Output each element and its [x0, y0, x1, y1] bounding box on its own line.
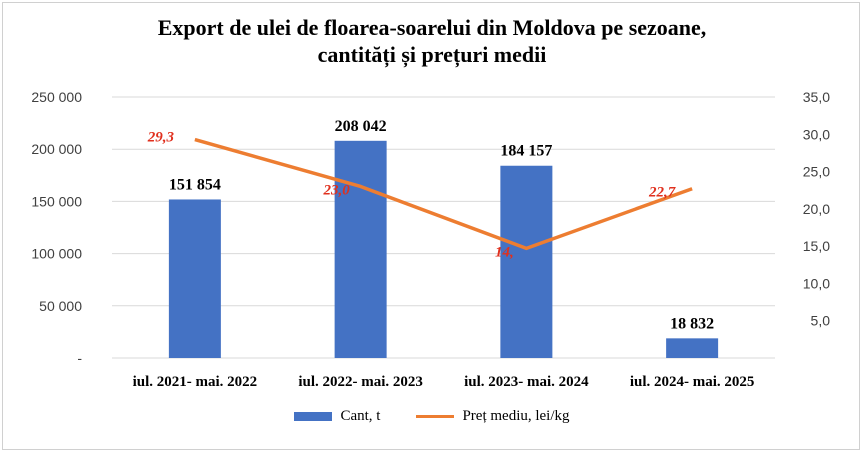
x-category-label: iul. 2024- mai. 2025 [630, 374, 755, 390]
chart-legend: Cant, t Preț mediu, lei/kg [0, 408, 864, 425]
y-right-tick-label: 15,0 [803, 238, 830, 254]
bar-data-label: 18 832 [670, 315, 714, 332]
x-category-label: iul. 2022- mai. 2023 [298, 374, 423, 390]
price-line [194, 137, 693, 251]
bar-data-label: 151 854 [169, 176, 221, 193]
y-left-tick-label: 50 000 [39, 298, 82, 314]
price-data-label: 14, [495, 244, 514, 260]
y-right-tick-label: 5,0 [811, 313, 831, 329]
y-right-tick-label: 20,0 [803, 201, 830, 217]
legend-label-bar: Cant, t [340, 408, 381, 424]
x-category-label: iul. 2021- mai. 2022 [133, 374, 258, 390]
price-data-label: 22,7 [648, 185, 676, 201]
bar [168, 199, 221, 358]
legend-swatch-line [416, 415, 455, 418]
chart-title-line-2: cantități și prețuri medii [317, 42, 547, 67]
x-category-label: iul. 2023- mai. 2024 [464, 374, 589, 390]
bar [334, 140, 387, 358]
y-right-tick-label: 25,0 [803, 164, 830, 180]
y-left-tick-label: - [77, 350, 82, 366]
y-left-tick-label: 250 000 [31, 89, 82, 105]
y-left-tick-label: 100 000 [31, 246, 82, 262]
y-right-tick-label: 35,0 [803, 89, 830, 105]
price-data-label: 23,0 [323, 182, 351, 198]
chart-frame [2, 2, 860, 450]
y-left-tick-label: 200 000 [31, 141, 82, 157]
legend-label-line: Preț mediu, lei/kg [462, 408, 570, 424]
bar-data-label: 208 042 [335, 118, 387, 135]
price-data-label: 29,3 [147, 130, 175, 146]
chart-title-line-1: Export de ulei de floarea-soarelui din M… [157, 15, 707, 40]
bar-data-label: 184 157 [500, 143, 552, 160]
legend-swatch-bar [294, 412, 333, 421]
y-left-tick-label: 150 000 [31, 193, 82, 209]
chart-title: Export de ulei de floarea-soarelui din M… [0, 14, 864, 68]
legend-item-line: Preț mediu, lei/kg [416, 408, 570, 425]
bar [500, 165, 553, 358]
y-right-tick-label: 30,0 [803, 126, 830, 142]
legend-item-bar: Cant, t [294, 408, 380, 425]
y-right-tick-label: 10,0 [803, 275, 830, 291]
bar [666, 338, 719, 358]
